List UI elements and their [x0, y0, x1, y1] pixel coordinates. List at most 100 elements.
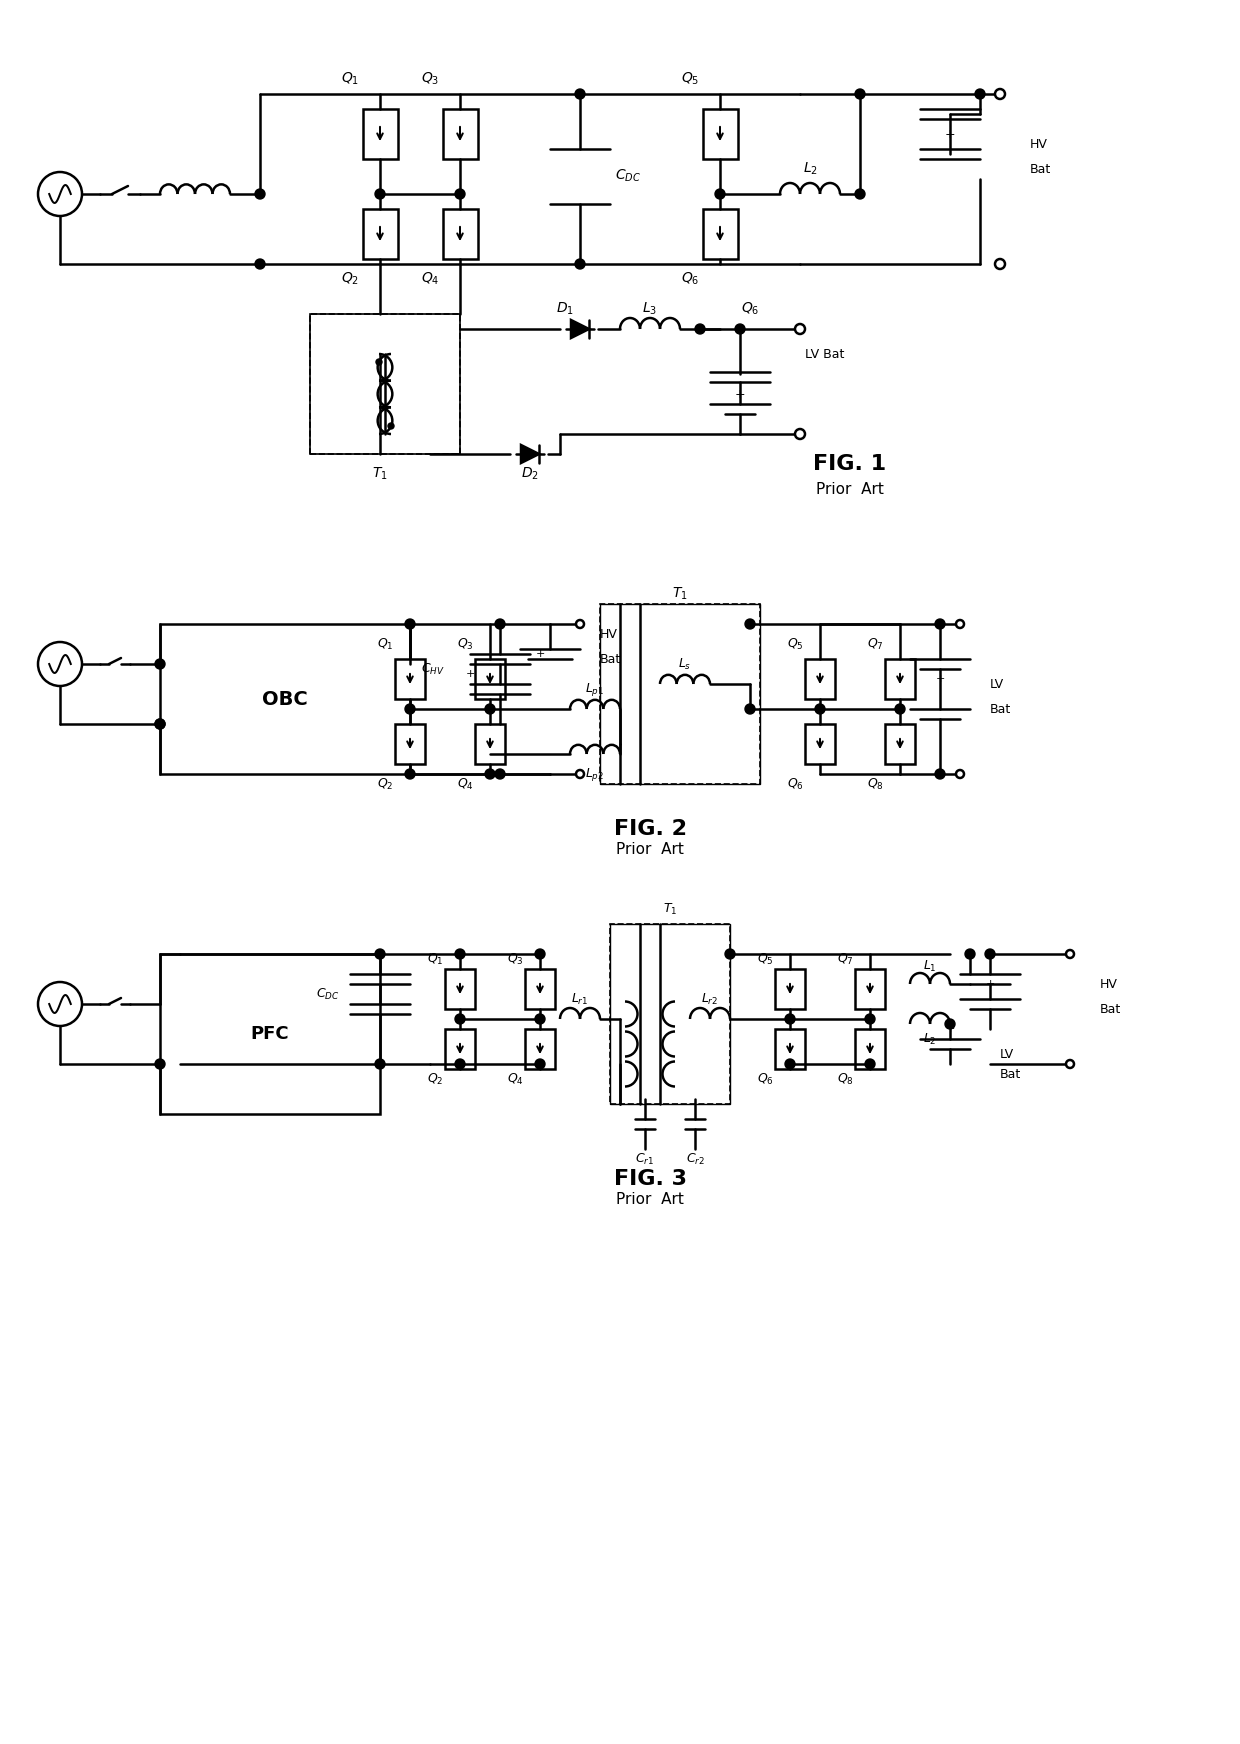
Circle shape — [975, 89, 985, 99]
Bar — [525, 970, 556, 1010]
Text: $Q_2$: $Q_2$ — [341, 270, 360, 288]
Circle shape — [405, 769, 415, 780]
Bar — [396, 724, 425, 764]
Circle shape — [725, 949, 735, 959]
Circle shape — [534, 1059, 546, 1069]
Circle shape — [785, 1013, 795, 1024]
Bar — [160, 624, 410, 774]
Circle shape — [1066, 950, 1074, 957]
Text: FIG. 3: FIG. 3 — [614, 1168, 687, 1189]
Text: $L_2$: $L_2$ — [924, 1031, 936, 1046]
Text: $Q_3$: $Q_3$ — [420, 72, 439, 87]
Bar — [775, 970, 805, 1010]
Bar — [475, 659, 505, 699]
Bar — [703, 209, 738, 260]
Circle shape — [956, 621, 963, 628]
Text: $L_1$: $L_1$ — [923, 959, 937, 973]
Circle shape — [155, 719, 165, 729]
Bar — [310, 314, 460, 453]
Text: $Q_5$: $Q_5$ — [756, 952, 774, 966]
Bar — [445, 970, 475, 1010]
Circle shape — [374, 949, 384, 959]
Text: FIG. 1: FIG. 1 — [813, 453, 887, 474]
Circle shape — [856, 188, 866, 199]
Text: LV: LV — [999, 1048, 1014, 1060]
Circle shape — [956, 771, 963, 778]
Bar — [610, 924, 730, 1104]
Text: $D_1$: $D_1$ — [556, 300, 574, 317]
Bar — [885, 724, 915, 764]
Bar — [775, 1029, 805, 1069]
Bar — [805, 724, 835, 764]
Circle shape — [935, 619, 945, 630]
Text: PFC: PFC — [250, 1025, 289, 1043]
Text: $D_2$: $D_2$ — [521, 466, 539, 481]
Circle shape — [965, 949, 975, 959]
Text: +: + — [945, 127, 955, 141]
Bar — [856, 970, 885, 1010]
Circle shape — [155, 1059, 165, 1069]
Bar — [443, 110, 477, 159]
Bar — [703, 110, 738, 159]
Text: $Q_1$: $Q_1$ — [427, 952, 443, 966]
Text: HV: HV — [1100, 977, 1118, 991]
Text: $L_3$: $L_3$ — [642, 300, 657, 317]
Circle shape — [485, 705, 495, 713]
Text: $Q_8$: $Q_8$ — [837, 1071, 853, 1087]
Circle shape — [1066, 1060, 1074, 1067]
Circle shape — [866, 1013, 875, 1024]
Text: $L_{p1}$: $L_{p1}$ — [585, 680, 605, 698]
Bar — [525, 1029, 556, 1069]
Text: $C_{DC}$: $C_{DC}$ — [615, 167, 641, 185]
Text: $Q_4$: $Q_4$ — [507, 1071, 523, 1087]
Circle shape — [735, 324, 745, 335]
Text: $Q_4$: $Q_4$ — [420, 270, 439, 288]
Bar — [805, 659, 835, 699]
Circle shape — [945, 1018, 955, 1029]
Circle shape — [577, 771, 584, 778]
Text: LV: LV — [990, 677, 1004, 691]
Text: $Q_7$: $Q_7$ — [837, 952, 853, 966]
Bar — [362, 209, 398, 260]
Circle shape — [388, 424, 394, 429]
Text: +: + — [935, 673, 945, 684]
Text: $Q_5$: $Q_5$ — [681, 72, 699, 87]
Circle shape — [895, 705, 905, 713]
Text: Prior  Art: Prior Art — [616, 1191, 684, 1207]
Text: $L_{r2}$: $L_{r2}$ — [702, 991, 719, 1006]
Bar — [856, 1029, 885, 1069]
Circle shape — [155, 659, 165, 670]
Circle shape — [815, 705, 825, 713]
Circle shape — [455, 1059, 465, 1069]
Text: LV Bat: LV Bat — [805, 347, 844, 361]
Circle shape — [455, 1013, 465, 1024]
Text: Bat: Bat — [600, 652, 621, 666]
Circle shape — [255, 260, 265, 269]
Circle shape — [785, 1059, 795, 1069]
Bar — [600, 603, 760, 785]
Circle shape — [495, 619, 505, 630]
Text: $L_s$: $L_s$ — [678, 656, 692, 671]
Circle shape — [856, 89, 866, 99]
Circle shape — [935, 769, 945, 780]
Text: Bat: Bat — [999, 1067, 1022, 1081]
Polygon shape — [521, 445, 539, 462]
Text: +: + — [945, 1024, 955, 1034]
Bar — [160, 954, 379, 1114]
Text: Prior  Art: Prior Art — [816, 481, 884, 497]
Text: HV: HV — [1030, 138, 1048, 150]
Circle shape — [455, 188, 465, 199]
Text: $Q_3$: $Q_3$ — [456, 637, 474, 652]
Circle shape — [495, 769, 505, 780]
Text: $Q_6$: $Q_6$ — [786, 776, 804, 792]
Text: $Q_1$: $Q_1$ — [377, 637, 393, 652]
Text: $T_1$: $T_1$ — [372, 466, 388, 481]
Text: $Q_8$: $Q_8$ — [867, 776, 883, 792]
Text: $T_1$: $T_1$ — [663, 902, 677, 917]
Circle shape — [866, 1059, 875, 1069]
Circle shape — [795, 324, 805, 335]
Text: $Q_3$: $Q_3$ — [507, 952, 523, 966]
Circle shape — [985, 949, 994, 959]
Text: $L_{p2}$: $L_{p2}$ — [585, 766, 605, 783]
Bar — [310, 314, 460, 453]
